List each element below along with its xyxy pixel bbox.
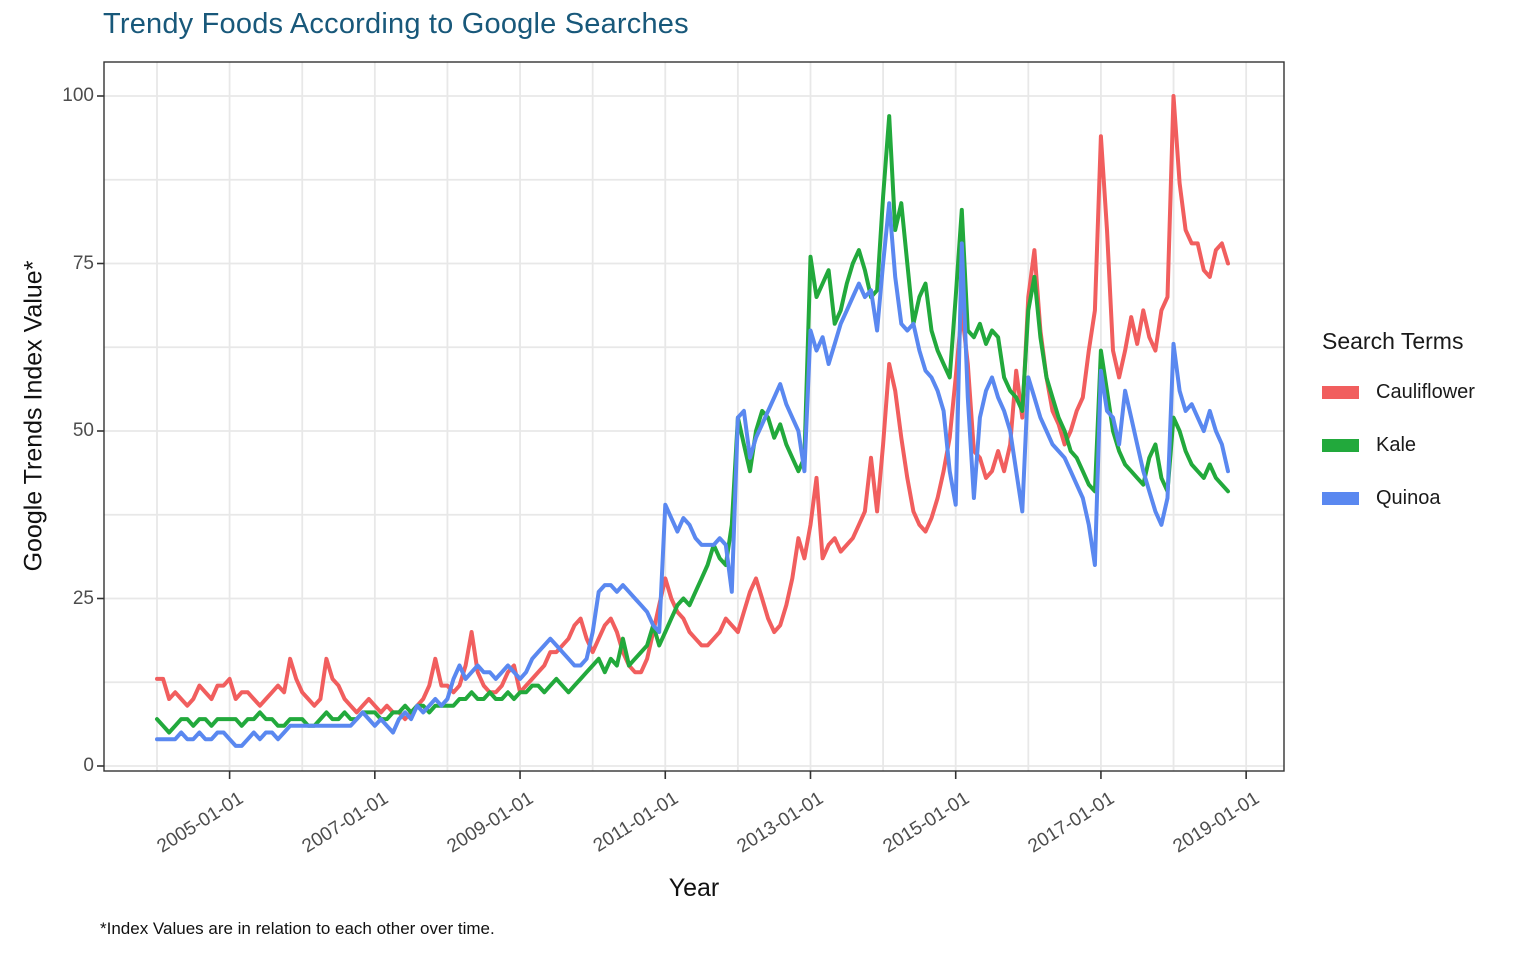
legend-key-kale: [1322, 439, 1359, 452]
legend-entry-kale: Kale: [1322, 434, 1475, 457]
x-axis-title: Year: [668, 874, 720, 902]
chart-title: Trendy Foods According to Google Searche…: [103, 8, 689, 40]
y-tick-label-75: 75: [72, 252, 94, 274]
legend: Search Terms Cauliflower Kale Quinoa: [1322, 328, 1475, 540]
axis-tick-marks: [97, 95, 1247, 779]
legend-entries: Cauliflower Kale Quinoa: [1322, 381, 1475, 510]
legend-label: Cauliflower: [1376, 381, 1475, 403]
legend-label: Kale: [1376, 434, 1417, 456]
footnote: *Index Values are in relation to each ot…: [100, 919, 495, 938]
legend-entry-quinoa: Quinoa: [1322, 487, 1475, 510]
legend-key-cauliflower: [1322, 386, 1359, 399]
y-tick-label-50: 50: [72, 420, 94, 441]
panel-background: [104, 62, 1284, 771]
legend-label: Quinoa: [1376, 487, 1441, 509]
series-line-quinoa: [155, 201, 1230, 748]
panel-border: [103, 61, 1285, 772]
legend-title: Search Terms: [1322, 328, 1464, 354]
legend-key-quinoa: [1322, 492, 1359, 505]
legend-entry-cauliflower: Cauliflower: [1322, 381, 1475, 404]
y-axis-title: Google Trends Index Value*: [19, 260, 48, 572]
y-tick-label-0: 0: [83, 755, 94, 776]
series-line-kale: [155, 114, 1230, 735]
y-tick-label-25: 25: [72, 587, 94, 609]
y-tick-label-100: 100: [62, 85, 94, 106]
